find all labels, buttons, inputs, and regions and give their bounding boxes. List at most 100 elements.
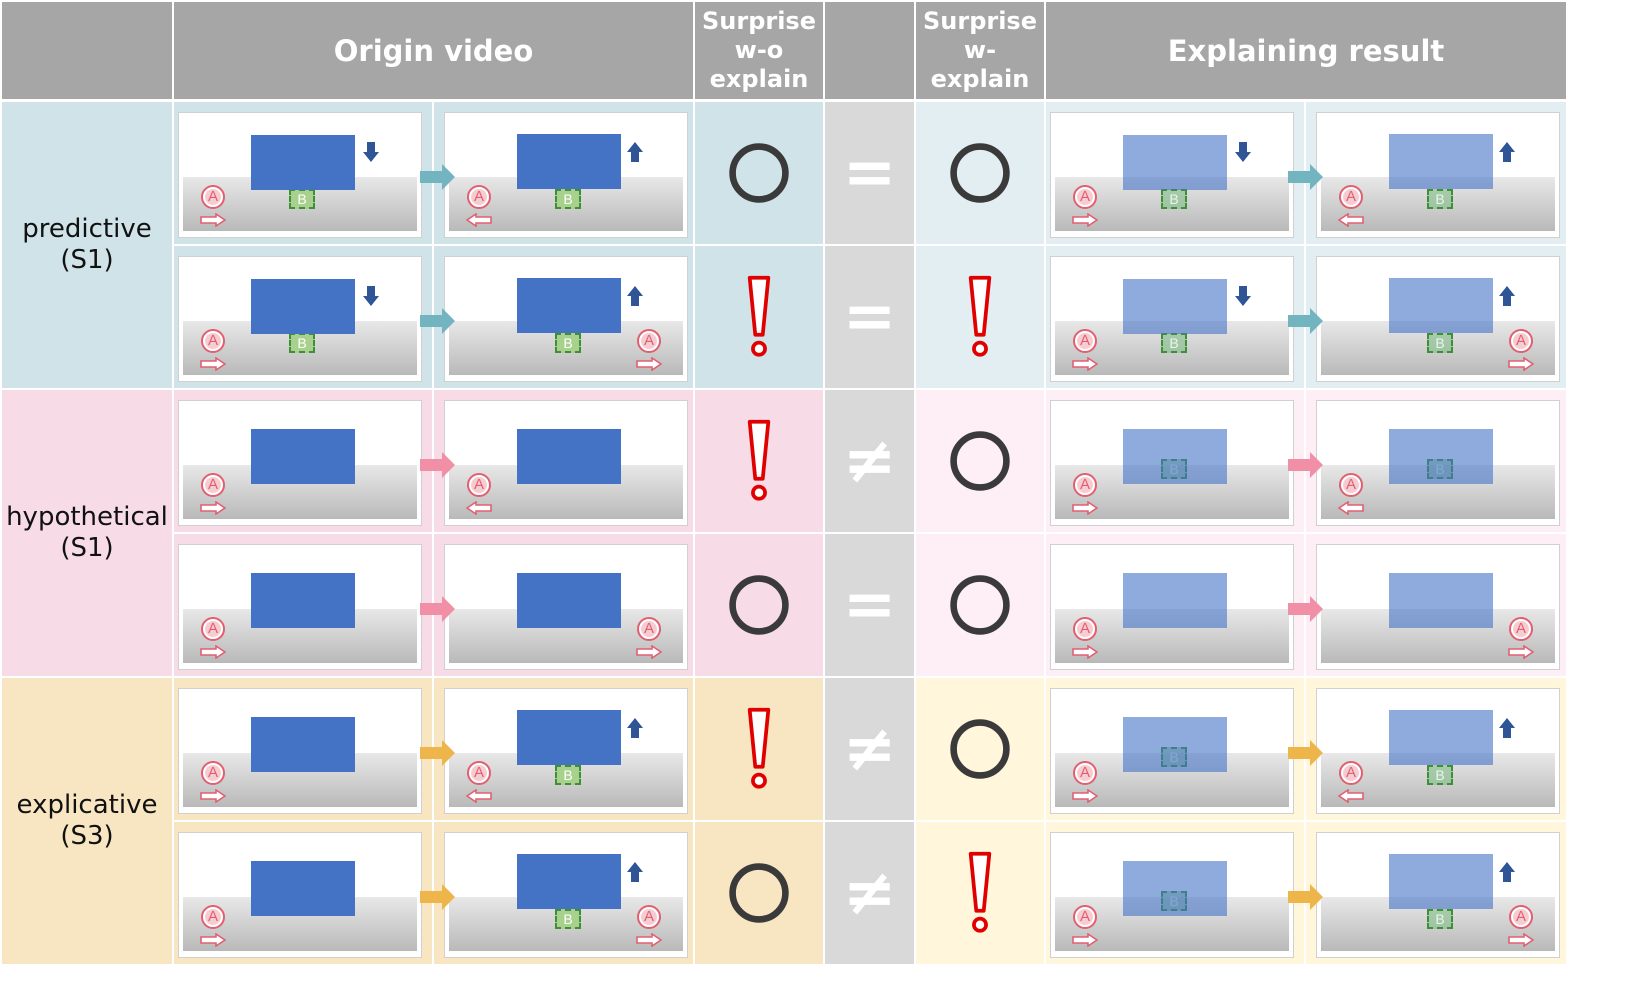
- ball-a: A: [467, 185, 491, 209]
- ball-a-label: A: [207, 908, 218, 925]
- explained-frame: A: [1050, 544, 1294, 670]
- ball-a: A: [1509, 329, 1533, 353]
- occluder-panel: [1389, 278, 1493, 333]
- ball-a: A: [1073, 473, 1097, 497]
- video-frame: A: [444, 544, 688, 670]
- flow-arrow-icon: [420, 884, 455, 910]
- ball-a-label: A: [1079, 188, 1090, 205]
- exclamation-icon: [968, 275, 992, 357]
- row-label-explicative: explicative (S3): [2, 678, 172, 964]
- relation-symbol: ≠: [842, 712, 897, 786]
- surprise-without-explain-cell: [695, 822, 823, 964]
- occluder-panel: [251, 429, 355, 484]
- occluder-panel: [517, 573, 621, 628]
- ball-a: A: [1073, 905, 1097, 929]
- ball-a: A: [637, 329, 661, 353]
- header-origin-video: Origin video: [174, 2, 693, 99]
- exclamation-icon: [747, 707, 771, 789]
- ball-a: A: [1339, 761, 1363, 785]
- explained-frame: BA: [1050, 400, 1294, 526]
- ball-a: A: [637, 905, 661, 929]
- box-b: B: [289, 333, 315, 353]
- circle-icon: [729, 143, 789, 203]
- header-surprise-without-explain: Surprise w-o explain: [695, 2, 823, 99]
- ball-a: A: [1339, 473, 1363, 497]
- circle-icon: [729, 863, 789, 923]
- ball-a-label: A: [1345, 764, 1356, 781]
- ball-a-label: A: [207, 332, 218, 349]
- box-b: B: [1427, 333, 1453, 353]
- occluder-panel: [517, 134, 621, 189]
- ball-a: A: [1073, 329, 1097, 353]
- ball-a: A: [1509, 905, 1533, 929]
- ball-a-label: A: [643, 620, 654, 637]
- ball-a: A: [1509, 617, 1533, 641]
- circle-icon: [950, 575, 1010, 635]
- exclamation-icon: [747, 419, 771, 501]
- ball-a-label: A: [207, 188, 218, 205]
- right-arrow-icon: [1508, 357, 1534, 371]
- box-b: B: [1427, 909, 1453, 929]
- down-arrow-icon: [363, 142, 379, 162]
- occluder-panel: [517, 710, 621, 765]
- ball-a-label: A: [1515, 332, 1526, 349]
- occluder-panel: [517, 429, 621, 484]
- occluder-panel: [1389, 854, 1493, 909]
- header-corner: [2, 2, 172, 99]
- circle-icon: [950, 143, 1010, 203]
- explained-frame: BA: [1050, 688, 1294, 814]
- header-surprise-with-explain: Surprise w- explain: [916, 2, 1044, 99]
- up-arrow-icon: [1499, 286, 1515, 306]
- surprise-without-explain-cell: [695, 390, 823, 532]
- relation-cell: ≠: [825, 390, 914, 532]
- right-arrow-icon: [200, 357, 226, 371]
- flow-arrow-icon: [420, 308, 455, 334]
- right-arrow-icon: [1072, 789, 1098, 803]
- ball-a-label: A: [1515, 908, 1526, 925]
- box-b: B: [555, 189, 581, 209]
- video-frame: A: [178, 544, 422, 670]
- circle-icon: [950, 431, 1010, 491]
- row-label-hypothetical: hypothetical (S1): [2, 390, 172, 676]
- right-arrow-icon: [200, 213, 226, 227]
- box-b: B: [1427, 189, 1453, 209]
- circle-icon: [729, 575, 789, 635]
- box-b: B: [555, 333, 581, 353]
- ball-a-label: A: [1345, 476, 1356, 493]
- ball-a-label: A: [643, 908, 654, 925]
- relation-symbol: ≠: [842, 424, 897, 498]
- ball-a: A: [1339, 185, 1363, 209]
- relation-symbol: ≠: [842, 856, 897, 930]
- occluder-panel: [251, 573, 355, 628]
- right-arrow-icon: [1072, 357, 1098, 371]
- right-arrow-icon: [636, 357, 662, 371]
- box-b: B: [1161, 189, 1187, 209]
- right-arrow-icon: [200, 933, 226, 947]
- ball-a-label: A: [207, 764, 218, 781]
- video-frame: A: [178, 400, 422, 526]
- occluder-panel: [1123, 573, 1227, 628]
- surprise-without-explain-cell: [695, 534, 823, 676]
- flow-arrow-icon: [1288, 884, 1323, 910]
- ball-a: A: [201, 185, 225, 209]
- flow-arrow-icon: [1288, 452, 1323, 478]
- occluder-panel: [1123, 135, 1227, 190]
- circle-icon: [950, 719, 1010, 779]
- explained-frame: A: [1316, 544, 1560, 670]
- ball-a-label: A: [473, 764, 484, 781]
- up-arrow-icon: [627, 718, 643, 738]
- ball-a-label: A: [473, 188, 484, 205]
- ball-a: A: [201, 473, 225, 497]
- ball-a-label: A: [1079, 620, 1090, 637]
- surprise-with-explain-cell: [916, 678, 1044, 820]
